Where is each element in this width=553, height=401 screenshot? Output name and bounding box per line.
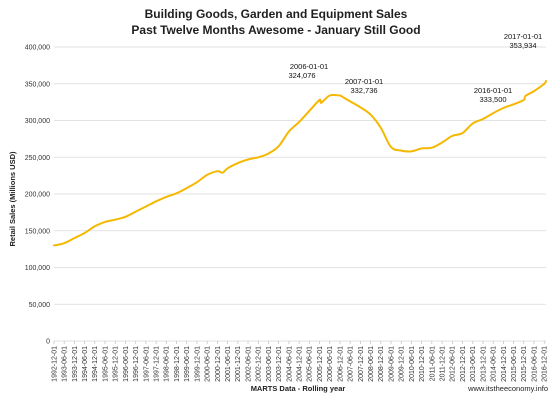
y-tick-label: 100,000 (25, 265, 50, 272)
annotation-date-2016: 2016-01-01 (474, 86, 512, 95)
x-tick-label: 1996-12-01 (133, 346, 140, 382)
x-tick-label: 1993-12-01 (72, 346, 79, 382)
y-tick-label: 300,000 (25, 118, 50, 125)
annotation-date-2017: 2017-01-01 (504, 32, 542, 41)
x-tick-label: 2005-06-01 (307, 346, 314, 382)
annotations: 2006-01-01 324,076 2007-01-01 332,736 20… (288, 32, 542, 104)
x-tick-label: 2011-06-01 (429, 346, 436, 381)
grid-lines (54, 46, 546, 342)
x-tick-label: 2009-06-01 (388, 346, 395, 382)
y-tick-label: 250,000 (25, 155, 50, 162)
x-tick-label: 2010-06-01 (409, 346, 416, 382)
y-axis-title: Retail Sales (Millions USD) (8, 151, 17, 247)
annotation-date-2007: 2007-01-01 (345, 77, 383, 86)
x-tick-label: 2013-12-01 (480, 346, 487, 382)
chart-subtitle: Past Twelve Months Awesome - January Sti… (131, 23, 420, 37)
x-tick-label: 2013-06-01 (470, 346, 477, 382)
y-tick-label: 200,000 (25, 192, 50, 199)
x-tick-label: 2000-06-01 (205, 346, 212, 382)
x-tick-label: 1998-12-01 (174, 346, 181, 382)
x-tick-label: 1996-06-01 (123, 346, 130, 382)
x-tick-label: 2014-12-01 (501, 346, 508, 382)
y-axis-ticks: 0 50,000 100,000 150,000 200,000 250,000 300,0… (25, 45, 50, 346)
x-tick-label: 2000-12-01 (215, 346, 222, 382)
series-line (53, 79, 547, 247)
x-tick-label: 1999-06-01 (184, 346, 191, 382)
y-tick-label: 50,000 (29, 302, 51, 309)
y-tick-label: 350,000 (25, 81, 50, 88)
annotation-value-2007: 332,736 (350, 86, 377, 95)
x-tick-label: 1992-12-01 (51, 346, 58, 382)
x-tick-label: 2004-12-01 (297, 346, 304, 382)
x-tick-label: 2012-06-01 (450, 346, 457, 382)
x-tick-label: 2010-12-01 (419, 346, 426, 382)
annotation-value-2006: 324,076 (288, 71, 315, 80)
x-tick-label: 1997-12-01 (154, 346, 161, 382)
x-axis-ticks: 1992-12-01 1993-06-01 1993-12-01 1994-06-01… (51, 341, 549, 382)
x-tick-label: 2009-12-01 (399, 346, 406, 382)
credit-text: www.itstheeconomy.info (467, 384, 548, 393)
x-tick-label: 2014-06-01 (491, 346, 498, 382)
y-tick-label: 400,000 (25, 45, 50, 52)
x-tick-label: 2003-12-01 (276, 346, 283, 382)
x-tick-label: 2002-12-01 (256, 346, 263, 382)
x-tick-label: 2007-12-01 (358, 346, 365, 382)
x-tick-label: 1995-06-01 (102, 346, 109, 382)
x-tick-label: 2015-12-01 (521, 346, 528, 382)
y-tick-label: 150,000 (25, 228, 50, 235)
x-tick-label: 2001-12-01 (235, 346, 242, 382)
x-tick-label: 2015-06-01 (511, 346, 518, 382)
chart-title: Building Goods, Garden and Equipment Sal… (145, 7, 408, 21)
x-tick-label: 2002-06-01 (245, 346, 252, 382)
series-layer (53, 79, 547, 247)
x-axis-title: MARTS Data - Rolling year (251, 384, 346, 393)
y-tick-label: 0 (46, 339, 50, 346)
x-tick-label: 2016-06-01 (531, 346, 538, 382)
x-tick-label: 2006-06-01 (327, 346, 334, 382)
x-tick-label: 1993-06-01 (62, 346, 69, 382)
annotation-value-2016: 333,500 (479, 95, 506, 104)
x-tick-label: 1994-06-01 (82, 346, 89, 382)
x-tick-label: 2003-06-01 (266, 346, 273, 382)
x-tick-label: 2016-12-01 (542, 346, 549, 382)
x-tick-label: 2007-06-01 (348, 346, 355, 382)
x-tick-label: 1995-12-01 (113, 346, 120, 382)
x-tick-label: 2001-06-01 (225, 346, 232, 382)
x-tick-label: 2011-12-01 (439, 346, 446, 381)
x-tick-label: 1994-12-01 (92, 346, 99, 382)
x-tick-label: 1998-06-01 (164, 346, 171, 382)
x-tick-label: 2008-06-01 (368, 346, 375, 382)
x-tick-label: 2008-12-01 (378, 346, 385, 382)
x-tick-label: 1997-06-01 (143, 346, 150, 382)
x-tick-label: 2006-12-01 (337, 346, 344, 382)
x-tick-label: 2005-12-01 (317, 346, 324, 382)
x-tick-label: 2012-12-01 (460, 346, 467, 382)
x-tick-label: 2004-06-01 (286, 346, 293, 382)
annotation-date-2006: 2006-01-01 (290, 62, 328, 71)
annotation-value-2017: 353,934 (509, 41, 536, 50)
x-tick-label: 1999-12-01 (194, 346, 201, 382)
